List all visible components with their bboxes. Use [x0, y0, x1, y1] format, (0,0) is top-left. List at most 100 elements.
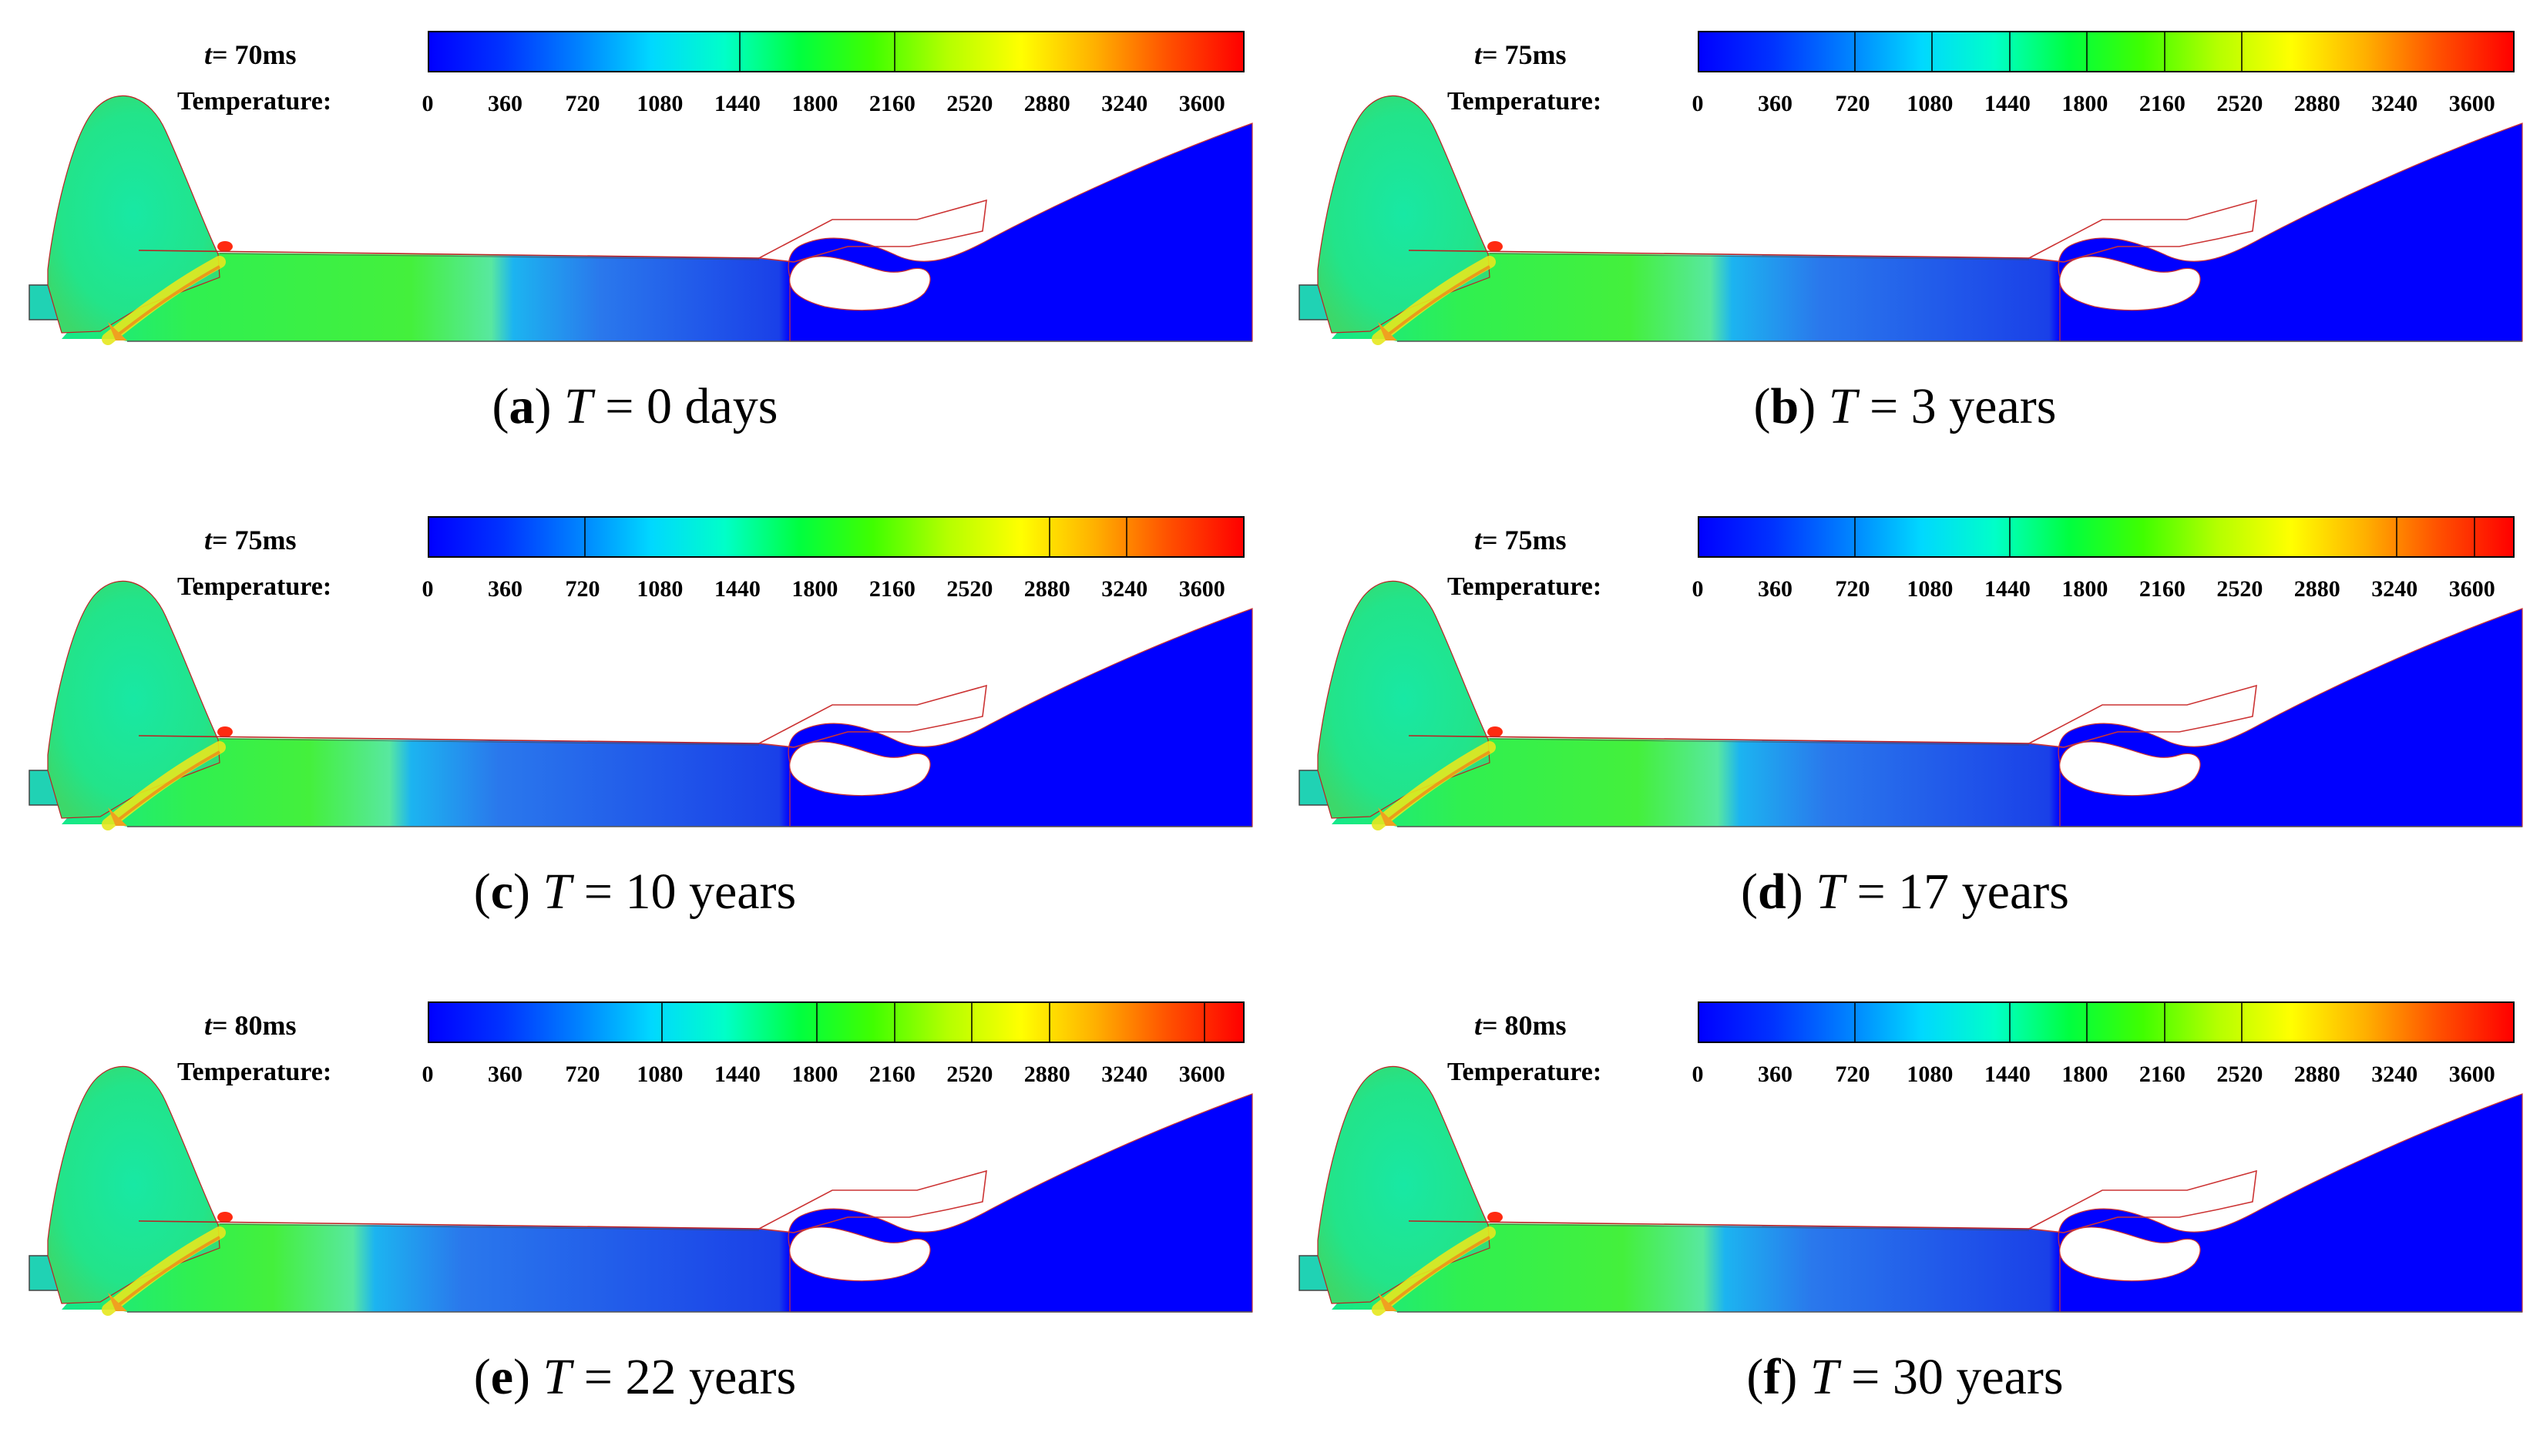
- colorbar-tick-label: 720: [1835, 91, 1870, 116]
- colorbar-divider: [2163, 1003, 2165, 1042]
- colorbar-divider: [2008, 1003, 2011, 1042]
- caption-open-paren: (: [1753, 378, 1771, 434]
- colorbar-tick-label: 360: [1757, 91, 1792, 116]
- caption-close-paren: ): [1786, 864, 1816, 920]
- colorbar-divider: [2396, 518, 2398, 556]
- colorbar-tick-label: 2160: [869, 1062, 916, 1087]
- colorbar-divider: [2163, 32, 2165, 71]
- colorbar-tick-label: 2160: [2139, 1062, 2186, 1087]
- time-label: t= 75ms: [1474, 524, 1567, 556]
- colorbar-divider: [2008, 32, 2011, 71]
- temperature-field: [29, 95, 1253, 345]
- caption-letter: d: [1758, 864, 1786, 920]
- colorbar-tick-label: 1080: [637, 1062, 684, 1087]
- caption-value: = 10 years: [571, 864, 797, 920]
- legend-label: Temperature:: [1447, 1058, 1602, 1086]
- colorbar-tick-label: 360: [1757, 576, 1792, 602]
- panel-c: t= 75ms Temperature: 0 360 720 1080 1440 1800 21…: [0, 485, 1270, 971]
- colorbar-ticks: 0 360 720 1080 1440 1800 2160 2520 2880 3240 3600: [422, 576, 1245, 607]
- colorbar-divider: [1853, 518, 1856, 556]
- time-variable: t: [204, 1010, 213, 1041]
- temperature-field: [1299, 95, 2523, 345]
- colorbar-tick-label: 1800: [791, 91, 838, 116]
- colorbar-tick-label: 2880: [2293, 1062, 2340, 1087]
- caption-letter: a: [509, 378, 535, 434]
- panel-e: t= 80ms Temperature: 0 360 720 1080 1440 1800 21…: [0, 971, 1270, 1456]
- colorbar-divider: [893, 1003, 895, 1042]
- colorbar-ticks: 0 360 720 1080 1440 1800 2160 2520 2880 3240 3600: [1692, 576, 2515, 607]
- colorbar-tick-label: 1800: [791, 576, 838, 602]
- time-variable: t: [1474, 39, 1483, 70]
- caption-variable: T: [543, 864, 572, 920]
- colorbar-tick-label: 1440: [1984, 1062, 2031, 1087]
- caption-value: = 30 years: [1838, 1349, 2064, 1405]
- colorbar-tick-label: 3600: [2448, 576, 2495, 602]
- colorbar-tick-label: 1080: [1907, 576, 1954, 602]
- colorbar-divider: [2086, 32, 2088, 71]
- colorbar-tick-label: 1440: [1984, 91, 2031, 116]
- caption-close-paren: ): [534, 378, 565, 434]
- colorbar-ticks: 0 360 720 1080 1440 1800 2160 2520 2880 3240 3600: [1692, 91, 2515, 122]
- colorbar-divider: [1048, 518, 1050, 556]
- colorbar-tick-label: 2520: [946, 91, 993, 116]
- time-label: t= 80ms: [1474, 1009, 1567, 1042]
- caption-value: = 3 years: [1856, 378, 2057, 434]
- colorbar-tick-label: 360: [487, 576, 522, 602]
- colorbar-tick-label: 3600: [1178, 91, 1225, 116]
- colorbar-tick-label: 3240: [1101, 1062, 1148, 1087]
- colorbar-tick-label: 1080: [1907, 91, 1954, 116]
- colorbar-tick-label: 2520: [2216, 91, 2263, 116]
- colorbar-tick-label: 3600: [2448, 1062, 2495, 1087]
- time-label: t= 80ms: [204, 1009, 297, 1042]
- panel-f: t= 80ms Temperature: 0 360 720 1080 1440 1800 21…: [1270, 971, 2540, 1456]
- colorbar-divider: [1931, 32, 1934, 71]
- legend-label: Temperature:: [177, 572, 332, 601]
- time-label: t= 70ms: [204, 39, 297, 71]
- time-value: = 80ms: [212, 1010, 297, 1041]
- caption-close-paren: ): [513, 864, 543, 920]
- colorbar-tick-label: 3240: [1101, 576, 1148, 602]
- caption-open-paren: (: [1741, 864, 1759, 920]
- panel-caption: (a) T = 0 days: [0, 377, 1270, 436]
- colorbar-tick-label: 1440: [1984, 576, 2031, 602]
- colorbar-divider: [893, 32, 895, 71]
- colorbar-tick-label: 3240: [2371, 91, 2418, 116]
- colorbar-tick-label: 2520: [946, 1062, 993, 1087]
- caption-value: = 22 years: [571, 1349, 797, 1405]
- caption-open-paren: (: [473, 1349, 491, 1405]
- colorbar-tick-label: 720: [565, 1062, 600, 1087]
- colorbar-tick-label: 1080: [637, 91, 684, 116]
- colorbar-divider: [971, 1003, 973, 1042]
- temperature-field: [1299, 1065, 2523, 1316]
- colorbar-tick-label: 1440: [714, 1062, 761, 1087]
- colorbar-tick-label: 720: [1835, 1062, 1870, 1087]
- time-variable: t: [204, 39, 213, 70]
- colorbar-tick-label: 2160: [869, 91, 916, 116]
- colorbar-tick-label: 0: [422, 576, 434, 602]
- colorbar-divider: [738, 32, 741, 71]
- colorbar-tick-label: 1080: [1907, 1062, 1954, 1087]
- caption-letter: e: [490, 1349, 514, 1405]
- caption-close-paren: ): [1780, 1349, 1810, 1405]
- time-value: = 70ms: [212, 39, 297, 70]
- colorbar-tick-label: 1440: [714, 576, 761, 602]
- caption-close-paren: ): [1799, 378, 1829, 434]
- colorbar-tick-label: 360: [487, 1062, 522, 1087]
- colorbar-divider: [1203, 1003, 1205, 1042]
- caption-open-paren: (: [492, 378, 509, 434]
- colorbar-tick-label: 3240: [2371, 1062, 2418, 1087]
- legend-label: Temperature:: [177, 1058, 332, 1086]
- panel-caption: (e) T = 22 years: [0, 1348, 1270, 1407]
- colorbar-tick-label: 0: [422, 1062, 434, 1087]
- panel-caption: (f) T = 30 years: [1270, 1348, 2540, 1407]
- colorbar-tick-label: 2520: [2216, 1062, 2263, 1087]
- colorbar: [1698, 1001, 2515, 1043]
- time-variable: t: [204, 525, 213, 555]
- colorbar-tick-label: 2880: [1023, 576, 1070, 602]
- caption-variable: T: [564, 378, 593, 434]
- colorbar-tick-label: 1800: [791, 1062, 838, 1087]
- panel-a: t= 70ms Temperature: 0 360 720 1080 1440 1800 21…: [0, 0, 1270, 485]
- colorbar-ticks: 0 360 720 1080 1440 1800 2160 2520 2880 3240 3600: [422, 1062, 1245, 1092]
- colorbar-tick-label: 2520: [946, 576, 993, 602]
- colorbar-divider: [2473, 518, 2475, 556]
